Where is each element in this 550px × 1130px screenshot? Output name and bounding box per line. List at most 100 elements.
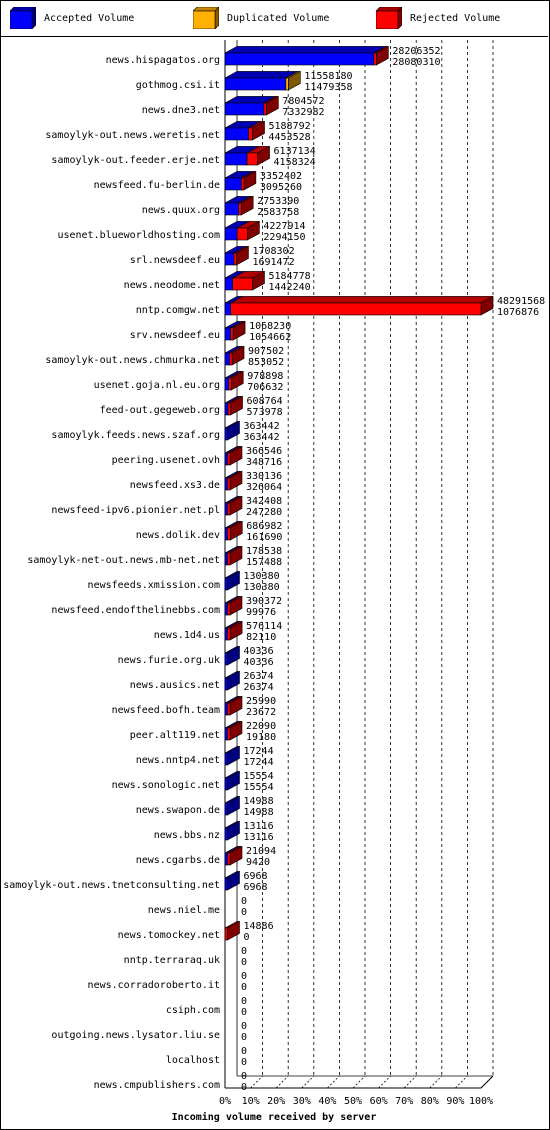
bar-rejected bbox=[227, 520, 243, 541]
bar-rejected bbox=[227, 445, 243, 466]
bar-accepted bbox=[224, 45, 387, 66]
value-accepted-label: 13116 bbox=[244, 832, 274, 843]
bar-accepted bbox=[224, 770, 240, 791]
grid-floor-line bbox=[352, 1075, 366, 1089]
bar-accepted-front bbox=[224, 852, 228, 866]
value-accepted-label: 19180 bbox=[246, 732, 276, 743]
bar-rejected-front bbox=[238, 202, 242, 216]
legend: Accepted Volume Duplicated Volume Reject… bbox=[0, 0, 548, 37]
bar-rejected bbox=[232, 270, 265, 291]
x-tick-label: 0% bbox=[219, 1096, 231, 1107]
value-accepted-label: 363442 bbox=[244, 432, 280, 443]
x-axis-end-line bbox=[480, 1075, 494, 1089]
bar-accepted-front bbox=[224, 102, 265, 116]
server-label: samoylyk-out.news.tnetconsulting.net bbox=[3, 880, 220, 891]
server-label: news.cmpublishers.com bbox=[94, 1080, 220, 1091]
value-accepted-label: 0 bbox=[241, 957, 247, 968]
bar-rejected bbox=[227, 845, 243, 866]
bar-rejected-front bbox=[248, 127, 253, 141]
bar-accepted-front bbox=[224, 627, 228, 641]
server-label: news.cgarbs.de bbox=[136, 855, 220, 866]
value-total-label: 40336 bbox=[244, 646, 274, 657]
bar-accepted bbox=[224, 670, 240, 691]
bar-accepted-front bbox=[224, 577, 228, 591]
server-label: news.swapon.de bbox=[136, 805, 220, 816]
x-tick-label: 60% bbox=[370, 1096, 388, 1107]
bar-rejected bbox=[236, 220, 260, 241]
bar-accepted-front bbox=[224, 652, 228, 666]
x-tick-label: 70% bbox=[395, 1096, 413, 1107]
server-label: peer.alt119.net bbox=[130, 730, 220, 741]
bar-rejected bbox=[227, 395, 243, 416]
value-total-label: 22090 bbox=[246, 721, 276, 732]
value-total-label: 6137134 bbox=[274, 146, 316, 157]
bar-accepted-front bbox=[224, 252, 235, 266]
value-accepted-label: 706632 bbox=[247, 382, 283, 393]
value-accepted-label: 247280 bbox=[246, 507, 282, 518]
bar-accepted-front bbox=[224, 52, 375, 66]
grid-floor-line bbox=[378, 1075, 391, 1089]
bar-rejected-front bbox=[236, 227, 248, 241]
server-label: news.tomockey.net bbox=[118, 930, 220, 941]
server-label: gothmog.csi.it bbox=[136, 80, 220, 91]
bar-rejected bbox=[229, 345, 245, 366]
value-accepted-label: 26374 bbox=[244, 682, 274, 693]
bar-accepted-front bbox=[224, 277, 233, 291]
labels: 0% 10% 20% 30% 40% 50% 60% 70% 80% 90% 100% news.hi… bbox=[3, 46, 545, 1107]
server-label: samoylyk-out.news.chmurka.net bbox=[45, 355, 220, 366]
value-total-label: 686982 bbox=[246, 521, 282, 532]
server-label: srv.newsdeef.eu bbox=[130, 330, 220, 341]
bar-accepted bbox=[224, 420, 240, 441]
bar-rejected bbox=[227, 595, 243, 616]
value-accepted-label: 0 bbox=[241, 1032, 247, 1043]
bar-accepted bbox=[224, 570, 240, 591]
bar-rejected bbox=[230, 295, 494, 316]
legend-label-accepted: Accepted Volume bbox=[44, 13, 135, 24]
bar-accepted-front bbox=[224, 327, 231, 341]
bar-accepted-front bbox=[224, 402, 229, 416]
value-total-label: 6968 bbox=[244, 871, 268, 882]
bar-rejected bbox=[227, 720, 243, 741]
bar-accepted-front bbox=[224, 477, 228, 491]
grid-floor-line bbox=[250, 1075, 263, 1089]
value-total-label: 14988 bbox=[244, 796, 274, 807]
value-total-label: 363442 bbox=[244, 421, 280, 432]
value-accepted-label: 0 bbox=[241, 907, 247, 918]
value-total-label: 130380 bbox=[244, 571, 280, 582]
bar-accepted-front bbox=[224, 727, 228, 741]
value-accepted-label: 14988 bbox=[244, 807, 274, 818]
bar-duplicated bbox=[285, 70, 301, 91]
value-total-label: 1708302 bbox=[252, 246, 294, 257]
bars bbox=[224, 45, 494, 941]
x-axis-label: Incoming volume received by server bbox=[172, 1111, 377, 1123]
server-label: news.dolik.dev bbox=[136, 530, 220, 541]
bar-rejected bbox=[263, 95, 279, 116]
value-accepted-label: 40336 bbox=[244, 657, 274, 668]
value-accepted-label: 17244 bbox=[244, 757, 274, 768]
value-total-label: 178538 bbox=[246, 546, 282, 557]
bar-rejected-front bbox=[227, 402, 231, 416]
bar-rejected-front bbox=[227, 852, 231, 866]
bar-rejected-front bbox=[233, 252, 237, 266]
bar-rejected-front bbox=[227, 552, 231, 566]
bar-rejected-front bbox=[227, 727, 231, 741]
value-total-label: 1068230 bbox=[249, 321, 291, 332]
value-accepted-label: 7332982 bbox=[282, 107, 324, 118]
server-label: news.corradoroberto.it bbox=[88, 980, 220, 991]
bar-rejected-front bbox=[373, 52, 377, 66]
server-label: samoylyk.feeds.news.szaf.org bbox=[51, 430, 220, 441]
server-label: feed-out.gegeweb.org bbox=[100, 405, 220, 416]
x-tick-label: 100% bbox=[469, 1096, 493, 1107]
server-label: news.furie.org.uk bbox=[118, 655, 220, 666]
bar-accepted-front bbox=[224, 77, 287, 91]
value-total-label: 26374 bbox=[244, 671, 274, 682]
bar-rejected bbox=[233, 245, 249, 266]
value-accepted-label: 9420 bbox=[246, 857, 270, 868]
value-accepted-label: 853052 bbox=[248, 357, 284, 368]
server-label: nntp.terraraq.uk bbox=[124, 955, 220, 966]
server-label: newsfeeds.xmission.com bbox=[88, 580, 220, 591]
x-tick-label: 50% bbox=[344, 1096, 362, 1107]
bar-rejected bbox=[227, 620, 243, 641]
value-accepted-label: 157488 bbox=[246, 557, 282, 568]
value-total-label: 576114 bbox=[246, 621, 282, 632]
